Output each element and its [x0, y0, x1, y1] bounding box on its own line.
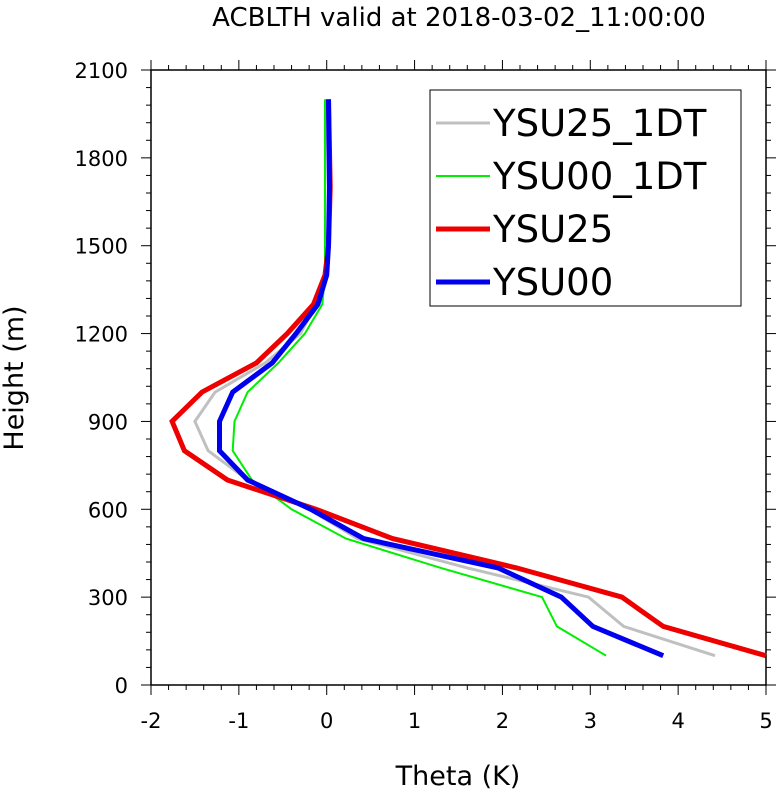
- series-lines: [169, 99, 767, 659]
- y-tick-label: 0: [115, 674, 128, 698]
- y-tick-label: 1500: [75, 235, 128, 259]
- x-tick-label: 3: [584, 709, 597, 733]
- x-tick-label: -1: [228, 709, 249, 733]
- x-axis-label: Theta (K): [395, 761, 521, 792]
- legend: YSU25_1DT YSU00_1DT YSU25 YSU00: [436, 102, 707, 304]
- legend-box: [429, 89, 742, 307]
- y-tick-label: 1800: [75, 147, 128, 171]
- tick-labels: -2 -1 0 1 2 3 4 5 0 300 600 900 1200 1500 1800 2100: [75, 59, 773, 733]
- x-tick-label: 4: [671, 709, 684, 733]
- series-line-ysu00: [217, 99, 665, 659]
- x-tick-label: 0: [320, 709, 333, 733]
- x-tick-label: 1: [408, 709, 421, 733]
- y-tick-label: 900: [88, 410, 128, 434]
- chart-title: ACBLTH valid at 2018-03-02_11:00:00: [212, 3, 706, 33]
- y-tick-label: 300: [88, 586, 128, 610]
- x-tick-label: 2: [496, 709, 509, 733]
- legend-label: YSU00: [492, 261, 613, 304]
- legend-label: YSU25_1DT: [492, 102, 707, 145]
- plot-frame: [150, 69, 767, 686]
- y-axis-label: Height (m): [0, 305, 30, 450]
- y-tick-label: 600: [88, 498, 128, 522]
- axis-ticks: [141, 60, 776, 695]
- legend-label: YSU25: [492, 208, 613, 251]
- y-tick-label: 1200: [75, 323, 128, 347]
- y-tick-label: 2100: [75, 59, 128, 83]
- legend-label: YSU00_1DT: [492, 155, 707, 198]
- x-tick-label: -2: [141, 709, 162, 733]
- x-tick-label: 5: [759, 709, 772, 733]
